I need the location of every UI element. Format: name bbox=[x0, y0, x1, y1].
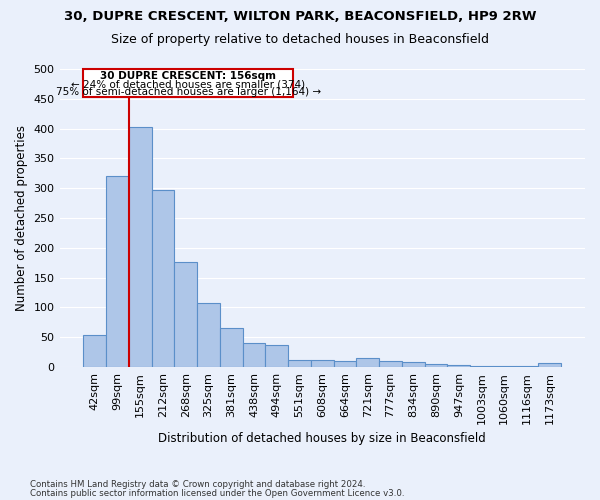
Bar bbox=[197, 302, 220, 367]
FancyBboxPatch shape bbox=[83, 69, 293, 97]
Bar bbox=[242, 343, 265, 367]
Text: Size of property relative to detached houses in Beaconsfield: Size of property relative to detached ho… bbox=[111, 32, 489, 46]
Bar bbox=[356, 358, 379, 367]
Bar bbox=[538, 364, 561, 367]
Text: Contains HM Land Registry data © Crown copyright and database right 2024.: Contains HM Land Registry data © Crown c… bbox=[30, 480, 365, 489]
Bar bbox=[129, 128, 152, 367]
Bar bbox=[175, 262, 197, 367]
Bar bbox=[448, 365, 470, 367]
Bar bbox=[288, 360, 311, 367]
Bar bbox=[334, 361, 356, 367]
Text: ← 24% of detached houses are smaller (374): ← 24% of detached houses are smaller (37… bbox=[71, 80, 305, 90]
Bar bbox=[493, 366, 515, 367]
Bar bbox=[311, 360, 334, 367]
Text: 30, DUPRE CRESCENT, WILTON PARK, BEACONSFIELD, HP9 2RW: 30, DUPRE CRESCENT, WILTON PARK, BEACONS… bbox=[64, 10, 536, 23]
Text: 75% of semi-detached houses are larger (1,164) →: 75% of semi-detached houses are larger (… bbox=[56, 88, 320, 98]
Bar bbox=[402, 362, 425, 367]
Bar bbox=[379, 361, 402, 367]
Text: Contains public sector information licensed under the Open Government Licence v3: Contains public sector information licen… bbox=[30, 489, 404, 498]
Text: 30 DUPRE CRESCENT: 156sqm: 30 DUPRE CRESCENT: 156sqm bbox=[100, 72, 276, 82]
Bar bbox=[425, 364, 448, 367]
Bar bbox=[83, 335, 106, 367]
Bar bbox=[470, 366, 493, 367]
Bar bbox=[515, 366, 538, 367]
Bar bbox=[152, 190, 175, 367]
Bar bbox=[265, 345, 288, 367]
Y-axis label: Number of detached properties: Number of detached properties bbox=[15, 125, 28, 311]
X-axis label: Distribution of detached houses by size in Beaconsfield: Distribution of detached houses by size … bbox=[158, 432, 486, 445]
Bar bbox=[220, 328, 242, 367]
Bar bbox=[106, 176, 129, 367]
